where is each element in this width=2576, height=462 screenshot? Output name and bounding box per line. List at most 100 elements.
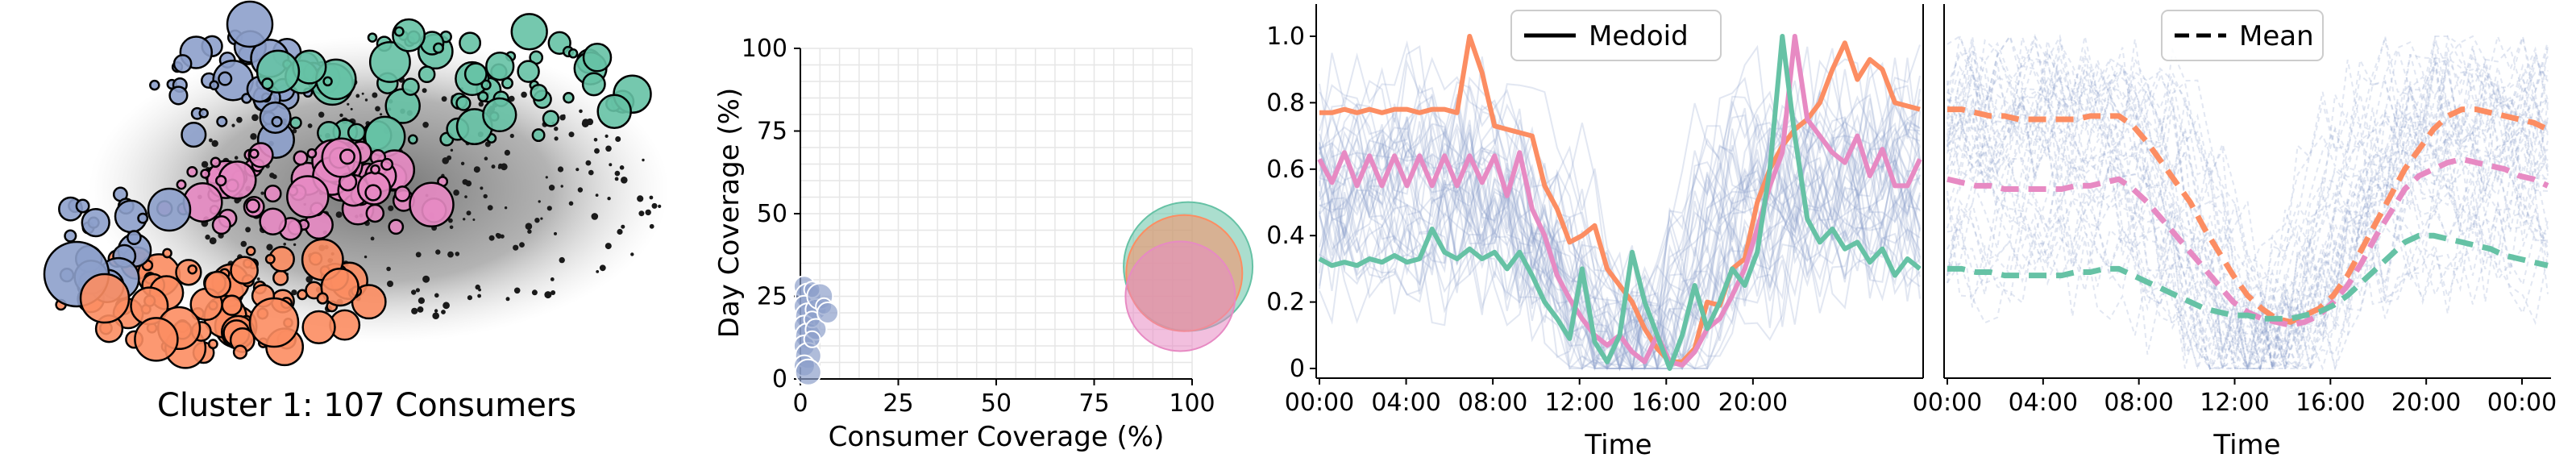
background-profile-line — [1319, 191, 1921, 369]
x-tick-label: 16:00 — [1631, 389, 1701, 417]
network-small-node — [645, 209, 651, 216]
background-profile-line — [1319, 216, 1921, 369]
background-profile-line — [1947, 35, 2549, 371]
network-node — [531, 128, 546, 143]
scatter-y-tick-label: 100 — [742, 35, 787, 63]
network-small-node — [593, 138, 598, 142]
x-tick-label: 08:00 — [2104, 389, 2173, 417]
network-small-node — [495, 232, 501, 238]
background-profile-line — [1319, 40, 1921, 369]
network-small-node — [307, 123, 313, 128]
network-small-node — [350, 107, 353, 110]
background-profile-line — [1947, 89, 2549, 369]
network-small-node — [415, 252, 422, 258]
network-node — [232, 344, 248, 360]
background-profile-line — [1319, 208, 1921, 371]
network-small-node — [472, 219, 476, 221]
network-node — [582, 42, 613, 73]
network-node — [320, 267, 359, 307]
network-node — [221, 294, 243, 316]
background-profile-line — [1947, 140, 2549, 371]
network-small-node — [260, 191, 264, 195]
network-small-node — [318, 111, 325, 118]
network-node — [261, 77, 274, 90]
y-tick-label: 1.0 — [1266, 23, 1305, 51]
network-small-node — [361, 92, 364, 95]
network-small-node — [375, 106, 380, 112]
network-small-node — [364, 255, 368, 259]
network-small-node — [488, 235, 495, 241]
network-node — [364, 184, 382, 202]
network-node — [215, 174, 227, 187]
x-tick-label: 20:00 — [2391, 389, 2461, 417]
network-small-node — [527, 229, 532, 234]
network-small-node — [292, 128, 297, 134]
network-small-node — [519, 242, 525, 248]
network-small-node — [609, 163, 613, 167]
background-profile-line — [1319, 122, 1921, 369]
scatter-point — [803, 330, 821, 348]
background-profile-line — [1947, 190, 2549, 372]
background-profile-line — [1947, 212, 2549, 370]
background-profile-line — [1319, 113, 1921, 369]
network-node — [64, 229, 77, 243]
network-node — [517, 60, 540, 83]
legend-box — [1510, 10, 1722, 61]
network-small-node — [447, 251, 454, 258]
network-small-node — [453, 189, 459, 196]
y-tick-label: 0.2 — [1266, 289, 1305, 317]
background-profile-line — [1319, 153, 1921, 372]
network-node — [370, 164, 380, 175]
network-node — [388, 219, 405, 235]
network-small-node — [283, 243, 287, 246]
network-node — [368, 40, 411, 83]
background-profile-line — [1947, 173, 2549, 372]
network-node — [211, 215, 231, 235]
network-small-node — [509, 133, 514, 139]
network-small-node — [540, 217, 543, 220]
network-small-node — [449, 225, 454, 230]
network-small-node — [251, 114, 259, 122]
network-small-node — [554, 136, 559, 141]
network-small-node — [491, 164, 496, 169]
network-node — [365, 203, 385, 223]
x-tick-label: 12:00 — [2200, 389, 2269, 417]
background-profile-line — [1947, 55, 2549, 372]
network-small-node — [605, 145, 612, 152]
network-small-node — [480, 186, 484, 190]
network-node — [149, 79, 160, 91]
network-small-node — [455, 252, 460, 256]
network-small-node — [575, 168, 580, 172]
network-node — [289, 116, 302, 130]
network-small-node — [509, 95, 515, 102]
network-small-node — [617, 228, 623, 235]
network-small-node — [550, 277, 555, 281]
background-profile-line — [1319, 146, 1921, 372]
network-small-node — [596, 270, 600, 273]
network-node — [380, 157, 394, 171]
network-node — [433, 42, 444, 54]
network-small-node — [554, 231, 557, 235]
network-small-node — [245, 227, 251, 233]
network-small-node — [614, 177, 619, 181]
scatter-point — [816, 302, 839, 324]
network-small-node — [467, 295, 473, 301]
network-small-node — [411, 307, 418, 314]
background-profile-line — [1319, 135, 1921, 369]
network-node — [187, 264, 197, 275]
background-profile-line — [1947, 40, 2549, 369]
background-profile-line — [1319, 167, 1921, 371]
series-line — [1947, 106, 2549, 325]
network-node — [210, 156, 222, 169]
mean-xlabel: Time — [2212, 429, 2280, 461]
network-node — [485, 52, 515, 81]
background-profile-line — [1947, 34, 2549, 349]
network-node — [203, 270, 232, 298]
network-node — [271, 115, 283, 127]
network-node — [218, 71, 233, 86]
network-node — [216, 115, 228, 127]
legend-box — [2161, 10, 2324, 61]
network-small-node — [605, 243, 612, 250]
network-small-node — [577, 187, 584, 193]
network-small-node — [478, 102, 484, 107]
